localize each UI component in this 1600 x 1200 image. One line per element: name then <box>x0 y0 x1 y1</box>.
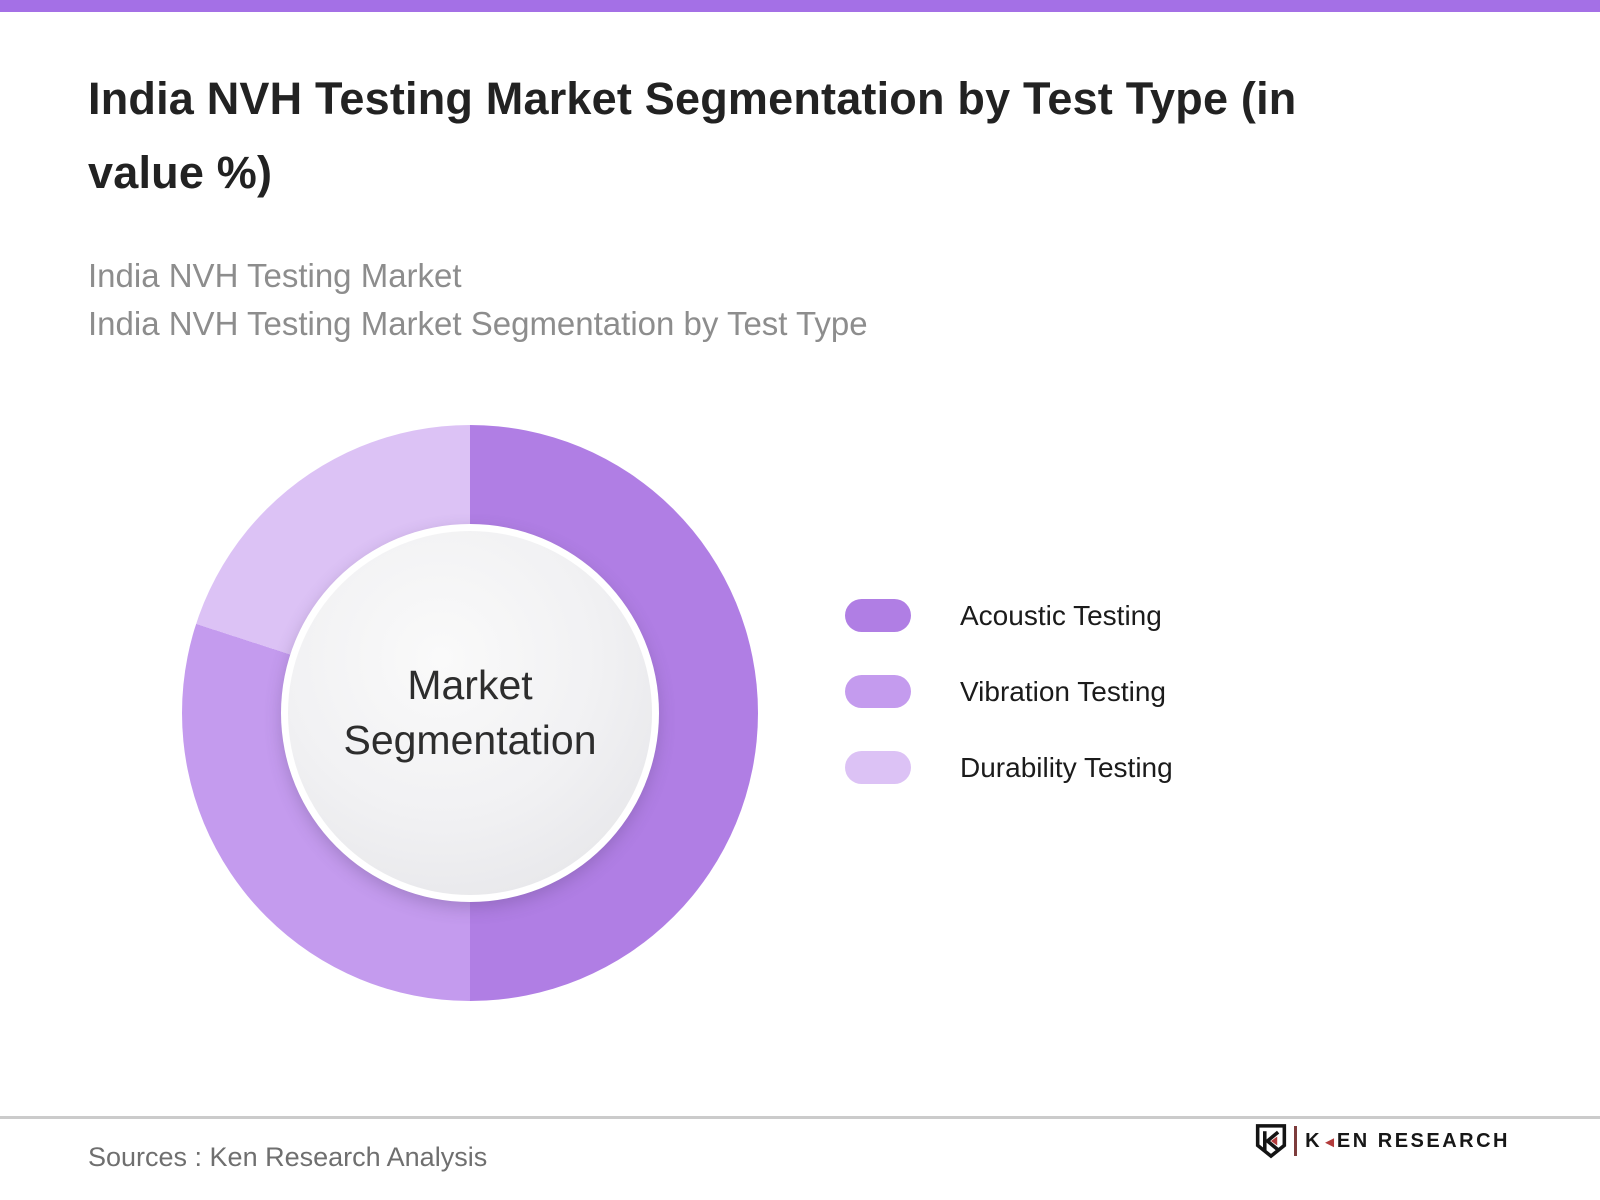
legend-item-acoustic: Acoustic Testing <box>845 599 1173 632</box>
legend-swatch-acoustic <box>845 599 911 632</box>
ken-research-shield-icon <box>1255 1123 1287 1159</box>
chart-subtitle-line2: India NVH Testing Market Segmentation by… <box>88 304 868 342</box>
legend-label-acoustic: Acoustic Testing <box>960 599 1162 631</box>
legend-item-vibration: Vibration Testing <box>845 675 1173 708</box>
legend-swatch-vibration <box>845 675 911 708</box>
logo-wordmark: K◄EN RESEARCH <box>1305 1130 1510 1153</box>
ken-research-logo: K◄EN RESEARCH <box>1255 1122 1510 1160</box>
logo-wordmark-k: K <box>1305 1129 1323 1152</box>
page-title: India NVH Testing Market Segmentation by… <box>88 62 1488 211</box>
donut-center-ring: Market Segmentation <box>281 524 659 902</box>
donut-center-label: Market Segmentation <box>343 661 597 763</box>
logo-arrow-icon: ◄ <box>1322 1133 1337 1151</box>
logo-divider-bar <box>1294 1126 1298 1156</box>
legend-item-durability: Durability Testing <box>845 751 1173 784</box>
donut-chart: Market Segmentation <box>182 425 758 1001</box>
page-title-line2: value %) <box>88 147 273 199</box>
page-title-line1: India NVH Testing Market Segmentation by… <box>88 73 1297 124</box>
sources-text: Sources : Ken Research Analysis <box>88 1142 488 1172</box>
top-accent-bar <box>0 0 1600 12</box>
donut-center: Market Segmentation <box>288 531 652 895</box>
legend-label-vibration: Vibration Testing <box>960 675 1166 707</box>
chart-subtitle: India NVH Testing Market India NVH Testi… <box>88 252 1388 348</box>
legend-swatch-durability <box>845 751 911 784</box>
chart-subtitle-line1: India NVH Testing Market <box>88 257 462 294</box>
logo-wordmark-rest: EN RESEARCH <box>1336 1129 1510 1152</box>
legend: Acoustic Testing Vibration Testing Durab… <box>845 599 1173 784</box>
legend-label-durability: Durability Testing <box>960 751 1173 783</box>
footer-divider <box>0 1116 1600 1119</box>
